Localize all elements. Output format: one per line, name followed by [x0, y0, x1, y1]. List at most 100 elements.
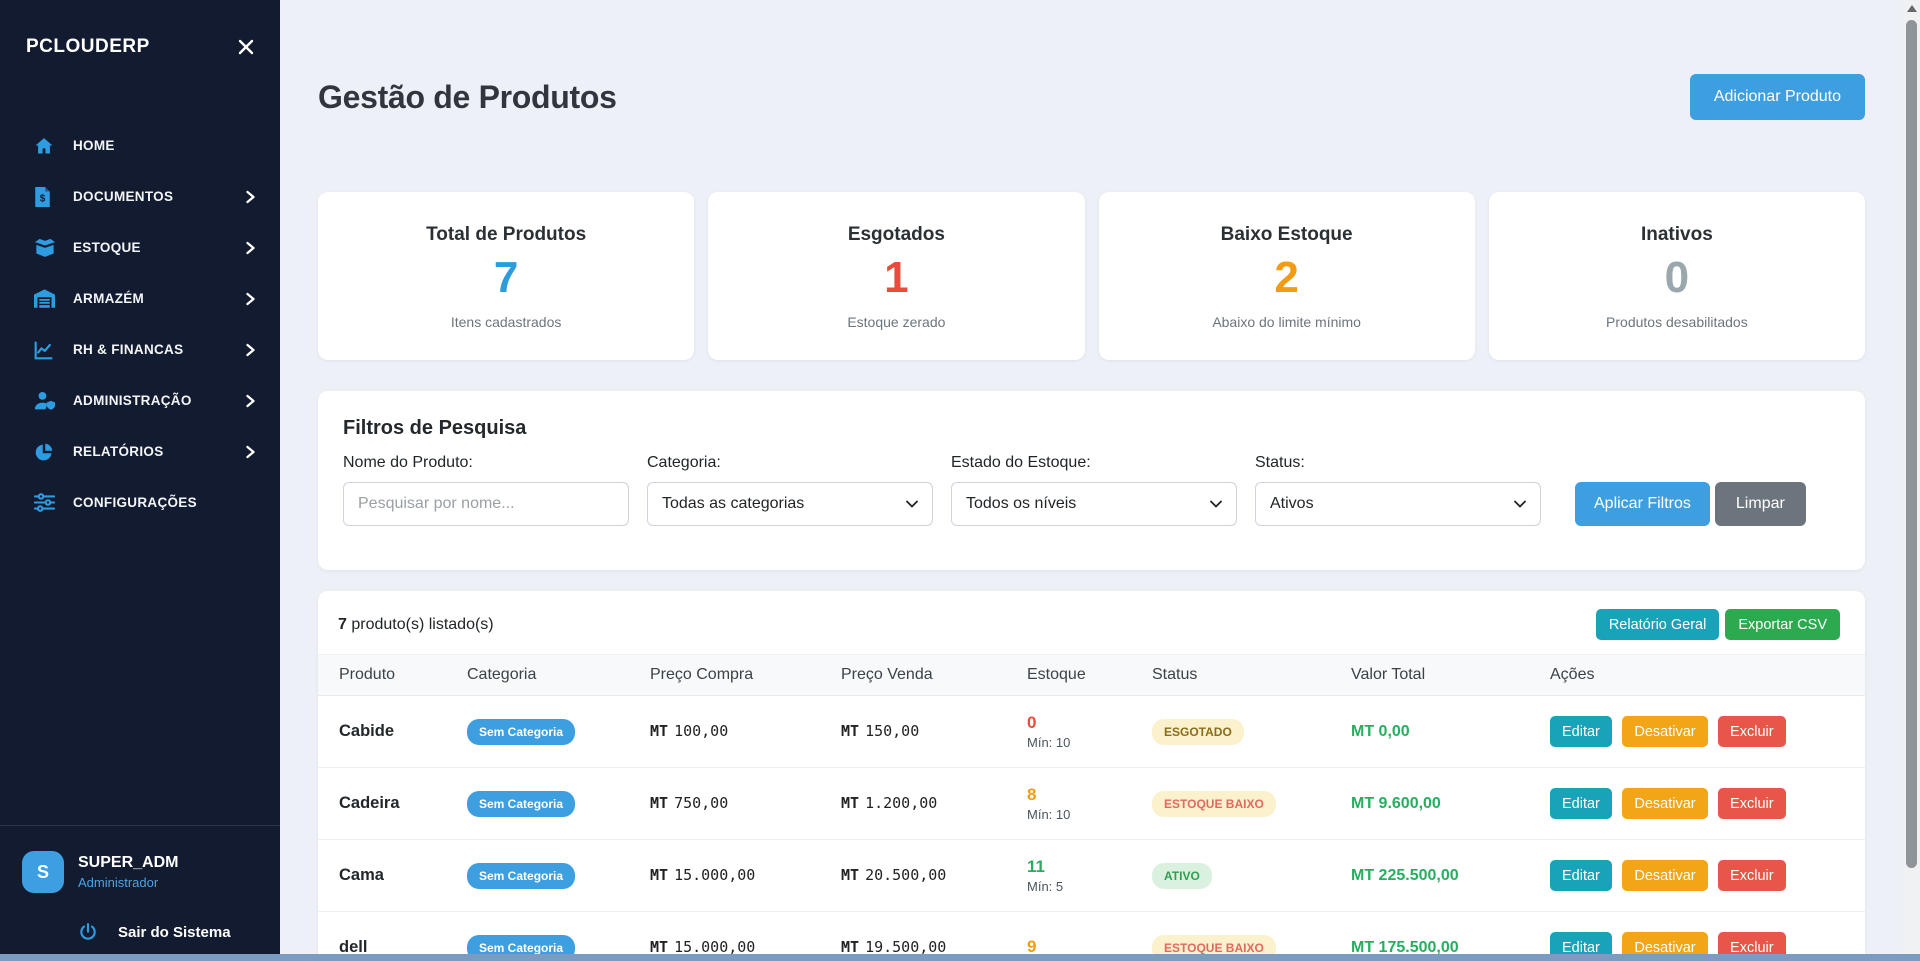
- products-count: 7 produto(s) listado(s): [338, 615, 494, 633]
- card-esgotados: Esgotados 1 Estoque zerado: [708, 192, 1085, 360]
- stock-quantity: 11: [1027, 857, 1045, 876]
- sidebar-item-documentos[interactable]: $ DOCUMENTOS: [0, 171, 280, 222]
- stock-quantity: 0: [1027, 713, 1037, 732]
- sidebar-item-armazem[interactable]: ARMAZÉM: [0, 273, 280, 324]
- product-name: Cadeira: [339, 794, 400, 812]
- sidebar-nav: HOME $ DOCUMENTOS ESTOQUE ARMAZÉM: [0, 120, 280, 528]
- stock-minimum: Mín: 10: [1027, 735, 1071, 750]
- table-row: Cama Sem Categoria MT 15.000,00 MT 20.500,…: [318, 839, 1865, 912]
- edit-button[interactable]: Editar: [1550, 932, 1612, 954]
- horizontal-scrollbar[interactable]: [0, 954, 1920, 961]
- status-label: Status:: [1255, 454, 1305, 471]
- buy-price: MT 750,00: [650, 794, 729, 812]
- chevron-down-icon: [906, 500, 918, 508]
- status-badge: ESTOQUE BAIXO: [1152, 790, 1276, 817]
- status-select[interactable]: Ativos: [1255, 482, 1541, 526]
- scroll-up-arrow-icon[interactable]: [1906, 5, 1917, 12]
- delete-button[interactable]: Excluir: [1718, 932, 1786, 954]
- apply-filters-button[interactable]: Aplicar Filtros: [1575, 482, 1710, 526]
- card-title: Total de Produtos: [426, 224, 587, 245]
- category-label: Categoria:: [647, 454, 721, 471]
- chevron-right-icon: [245, 292, 256, 305]
- stock-quantity: 9: [1027, 936, 1037, 955]
- card-total-produtos: Total de Produtos 7 Itens cadastrados: [318, 192, 695, 360]
- sliders-icon: [34, 492, 56, 514]
- open-box-icon: [34, 237, 56, 259]
- total-value: MT 0,00: [1351, 722, 1410, 740]
- card-inativos: Inativos 0 Produtos desabilitados: [1488, 192, 1865, 360]
- product-name-input[interactable]: [343, 482, 629, 526]
- sidebar-item-home[interactable]: HOME: [0, 120, 280, 171]
- user-shield-icon: [34, 390, 56, 412]
- col-preco-compra: Preço Compra: [629, 654, 820, 696]
- vertical-scrollbar-thumb[interactable]: [1906, 20, 1917, 868]
- sidebar-item-configuracoes[interactable]: CONFIGURAÇÕES: [0, 477, 280, 528]
- brand-logo: PCLOUDERP: [26, 36, 150, 57]
- delete-button[interactable]: Excluir: [1718, 860, 1786, 891]
- close-icon[interactable]: [238, 39, 254, 55]
- col-produto: Produto: [318, 654, 446, 696]
- sidebar-item-estoque[interactable]: ESTOQUE: [0, 222, 280, 273]
- filters-panel: Filtros de Pesquisa Nome do Produto: Cat…: [318, 391, 1865, 570]
- sidebar-item-label: ADMINISTRAÇÃO: [73, 393, 192, 408]
- card-value: 0: [1664, 253, 1690, 302]
- sidebar-item-rh-financas[interactable]: RH & FINANCAS: [0, 324, 280, 375]
- sidebar-item-label: RELATÓRIOS: [73, 444, 164, 459]
- stock-minimum: Mín: 5: [1027, 879, 1064, 894]
- sidebar-item-administracao[interactable]: ADMINISTRAÇÃO: [0, 375, 280, 426]
- disable-button[interactable]: Desativar: [1622, 788, 1708, 819]
- sell-price: MT 150,00: [841, 722, 920, 740]
- card-title: Baixo Estoque: [1220, 224, 1353, 245]
- sidebar-item-label: CONFIGURAÇÕES: [73, 495, 197, 510]
- category-badge: Sem Categoria: [467, 862, 576, 889]
- category-select[interactable]: Todas as categorias: [647, 482, 933, 526]
- delete-button[interactable]: Excluir: [1718, 716, 1786, 747]
- sidebar-item-relatorios[interactable]: RELATÓRIOS: [0, 426, 280, 477]
- stock-state-select[interactable]: Todos os níveis: [951, 482, 1237, 526]
- card-value: 2: [1274, 253, 1299, 302]
- edit-button[interactable]: Editar: [1550, 788, 1612, 819]
- chevron-right-icon: [245, 343, 256, 356]
- export-csv-button[interactable]: Exportar CSV: [1725, 609, 1840, 640]
- stock-minimum: Mín: 10: [1027, 807, 1071, 822]
- card-subtitle: Produtos desabilitados: [1606, 314, 1748, 331]
- sell-price: MT 1.200,00: [841, 794, 938, 812]
- disable-button[interactable]: Desativar: [1622, 932, 1708, 954]
- total-value: MT 175.500,00: [1351, 938, 1459, 955]
- general-report-button[interactable]: Relatório Geral: [1595, 609, 1720, 640]
- clear-filters-button[interactable]: Limpar: [1714, 482, 1806, 526]
- table-header-row: Produto Categoria Preço Compra Preço Ven…: [318, 654, 1865, 696]
- edit-button[interactable]: Editar: [1550, 716, 1612, 747]
- sidebar-item-label: DOCUMENTOS: [73, 189, 174, 204]
- svg-text:$: $: [40, 193, 46, 204]
- card-subtitle: Abaixo do limite mínimo: [1212, 314, 1361, 331]
- card-subtitle: Itens cadastrados: [450, 314, 562, 331]
- main-content: Gestão de Produtos Adicionar Produto Tot…: [280, 0, 1903, 954]
- disable-button[interactable]: Desativar: [1622, 716, 1708, 747]
- chevron-down-icon: [1210, 500, 1222, 508]
- document-dollar-icon: $: [34, 186, 56, 208]
- logout-button[interactable]: Sair do Sistema: [22, 921, 258, 943]
- delete-button[interactable]: Excluir: [1718, 788, 1786, 819]
- status-selected-value: Ativos: [1270, 495, 1314, 512]
- edit-button[interactable]: Editar: [1550, 860, 1612, 891]
- total-value: MT 225.500,00: [1351, 866, 1459, 884]
- status-badge: ESGOTADO: [1152, 718, 1244, 745]
- warehouse-icon: [34, 288, 56, 310]
- chevron-right-icon: [245, 445, 256, 458]
- category-badge: Sem Categoria: [467, 934, 576, 954]
- user-role: Administrador: [78, 875, 159, 890]
- sidebar-user-section: S SUPER_ADM Administrador Sair do Sistem…: [0, 825, 280, 961]
- category-badge: Sem Categoria: [467, 718, 576, 745]
- card-baixo-estoque: Baixo Estoque 2 Abaixo do limite mínimo: [1098, 192, 1475, 360]
- add-product-button[interactable]: Adicionar Produto: [1689, 74, 1865, 120]
- category-badge: Sem Categoria: [467, 790, 576, 817]
- stock-state-selected-value: Todos os níveis: [966, 495, 1077, 512]
- category-selected-value: Todas as categorias: [662, 495, 805, 512]
- vertical-scrollbar[interactable]: [1903, 0, 1920, 954]
- buy-price: MT 15.000,00: [650, 866, 756, 884]
- product-name-label: Nome do Produto:: [343, 454, 473, 471]
- page-title: Gestão de Produtos: [318, 78, 617, 115]
- total-value: MT 9.600,00: [1351, 794, 1441, 812]
- disable-button[interactable]: Desativar: [1622, 860, 1708, 891]
